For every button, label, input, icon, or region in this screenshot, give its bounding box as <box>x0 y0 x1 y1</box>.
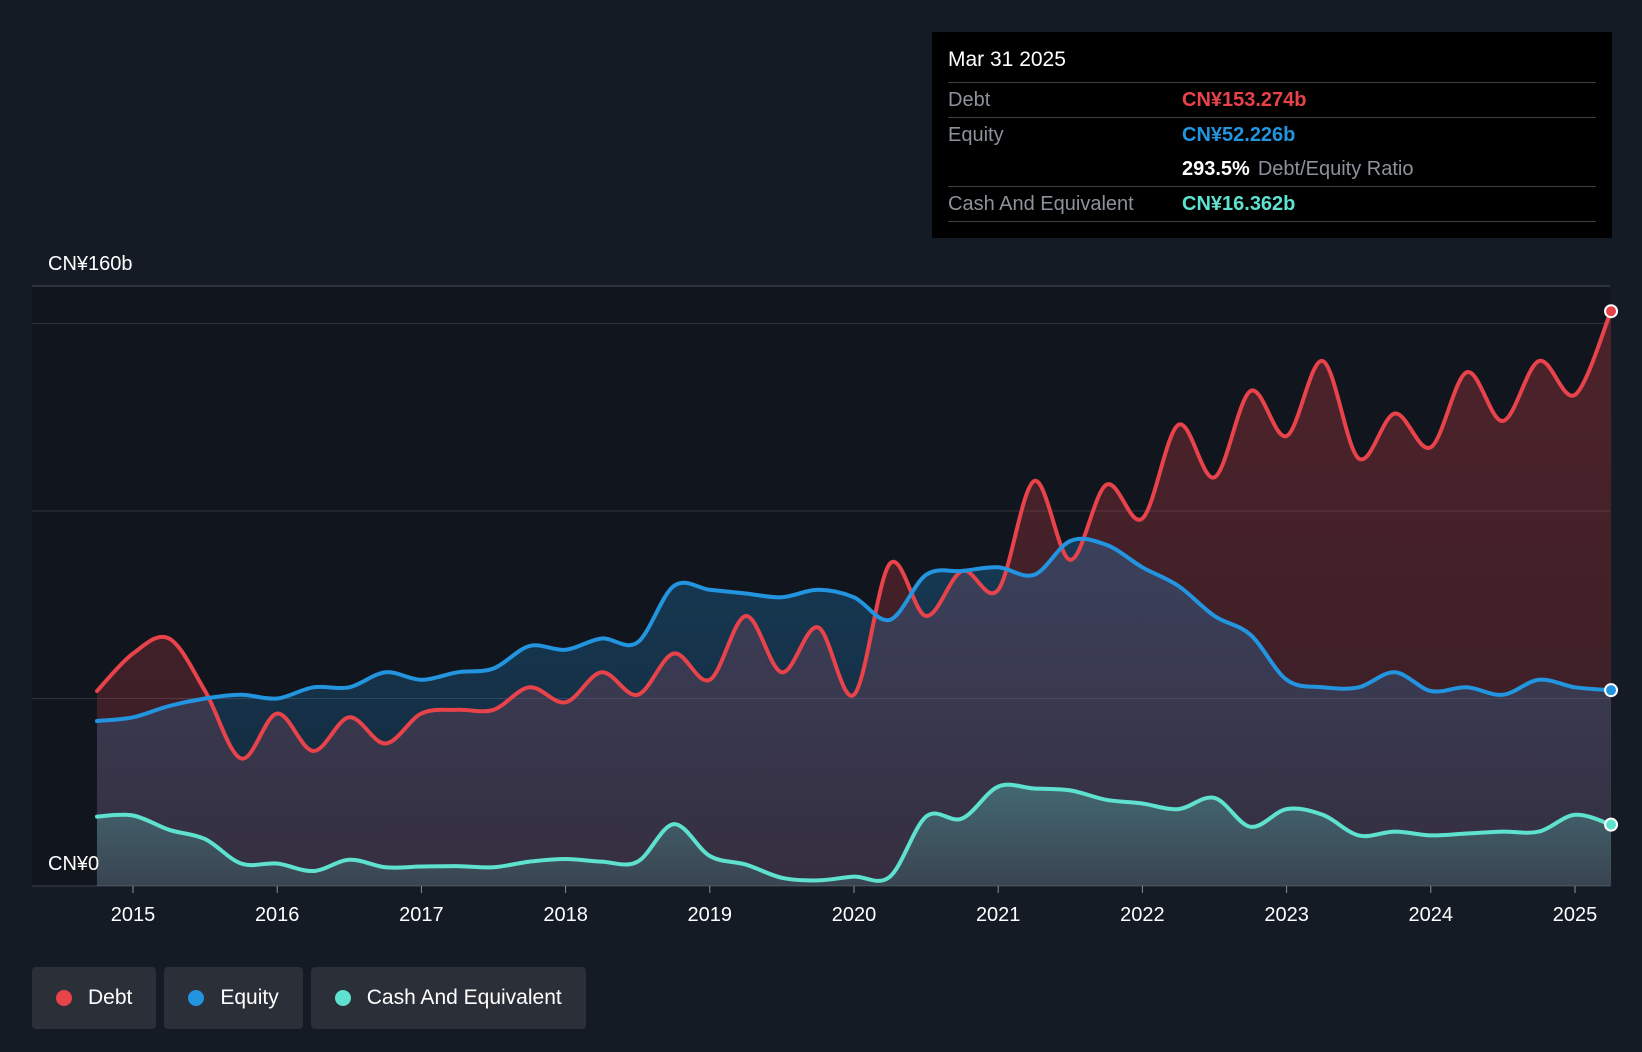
legend-dot-equity <box>188 990 205 1006</box>
legend-item-debt[interactable]: Debt <box>32 967 157 1029</box>
tooltip-debt-value: CN¥153.274b <box>1182 89 1307 111</box>
legend-label-cash: Cash And Equivalent <box>366 986 562 1009</box>
legend-label-equity: Equity <box>220 986 279 1009</box>
x-tick-label: 2025 <box>1553 904 1598 926</box>
tooltip-debt-row: Debt CN¥153.274b <box>948 83 1596 118</box>
cash-area <box>96 784 1612 886</box>
x-tick-label: 2023 <box>1264 904 1309 926</box>
cash-line <box>95 782 1613 883</box>
legend-item-cash[interactable]: Cash And Equivalent <box>310 967 586 1029</box>
x-tick-label: 2019 <box>688 904 733 926</box>
tooltip-ratio-value: 293.5% <box>1182 158 1250 180</box>
tooltip-cash-label: Cash And Equivalent <box>948 193 1134 215</box>
legend-item-equity[interactable]: Equity <box>164 967 303 1029</box>
tooltip-date: Mar 31 2025 <box>948 46 1596 83</box>
tooltip-panel: Mar 31 2025 Debt CN¥153.274b Equity CN¥5… <box>932 32 1612 238</box>
tooltip-ratio-row: 293.5% Debt/Equity Ratio <box>948 152 1596 187</box>
legend-dot-debt <box>56 990 72 1006</box>
y-tick-label-bottom: CN¥0 <box>48 853 99 875</box>
debt-line <box>95 309 1613 761</box>
cash-end-point[interactable] <box>1604 817 1619 832</box>
debt-end-point[interactable] <box>1604 304 1619 319</box>
tooltip-debt-label: Debt <box>948 89 991 111</box>
tooltip-equity-row: Equity CN¥52.226b <box>948 118 1596 152</box>
series-lines <box>95 309 1613 883</box>
tooltip-equity-value: CN¥52.226b <box>1182 124 1296 146</box>
x-tick-label: 2022 <box>1120 904 1165 926</box>
legend-label-debt: Debt <box>88 986 133 1009</box>
tooltip-ratio-label: Debt/Equity Ratio <box>1257 158 1414 180</box>
series-end-points <box>1604 304 1619 832</box>
legend-dot-cash <box>334 990 351 1006</box>
tooltip-ratio-spacer <box>948 152 1182 186</box>
y-tick-label-top: CN¥160b <box>48 253 133 275</box>
legend: Debt Equity Cash And Equivalent <box>32 967 586 1029</box>
x-tick-label: 2024 <box>1409 904 1454 926</box>
x-axis: 2015 2016 2017 2018 2019 2020 2021 2022 2023 2024… <box>111 886 1598 926</box>
x-tick-label: 2021 <box>976 904 1021 926</box>
x-tick-label: 2015 <box>111 904 156 926</box>
x-tick-label: 2017 <box>399 904 444 926</box>
x-tick-label: 2016 <box>255 904 300 926</box>
tooltip-equity-label: Equity <box>948 124 1004 146</box>
tooltip-cash-value: CN¥16.362b <box>1182 193 1296 215</box>
x-tick-label: 2020 <box>832 904 877 926</box>
tooltip-cash-row: Cash And Equivalent CN¥16.362b <box>948 187 1596 222</box>
equity-end-point[interactable] <box>1604 683 1619 698</box>
equity-line <box>95 536 1613 723</box>
x-tick-label: 2018 <box>543 904 588 926</box>
